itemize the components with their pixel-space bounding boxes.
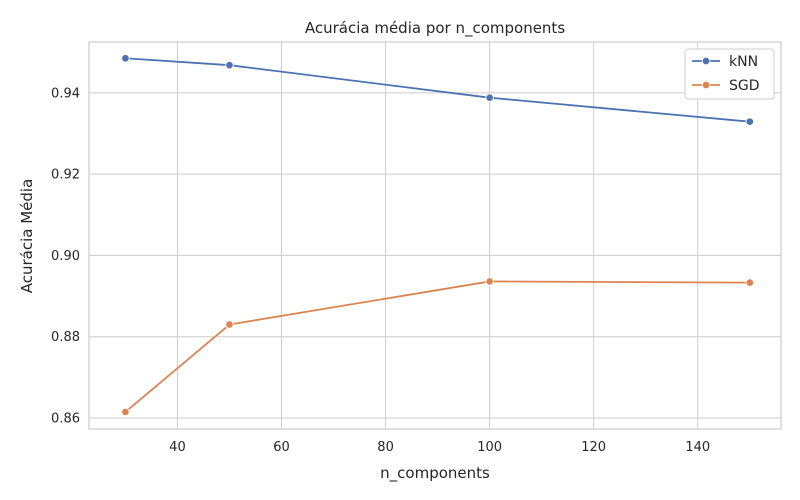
legend-swatch-marker (701, 80, 711, 90)
chart-title: Acurácia média por n_components (305, 19, 565, 38)
y-tick-label: 0.86 (51, 412, 80, 427)
x-axis-label: n_components (380, 464, 490, 483)
data-point-sgd (121, 407, 130, 417)
grid-lines (89, 42, 781, 429)
data-point-knn (121, 54, 130, 63)
x-tick-label: 100 (477, 440, 502, 455)
y-axis-label: Acurácia Média (18, 179, 36, 294)
series-knn (121, 54, 755, 126)
x-tick-label: 80 (377, 440, 394, 455)
legend-label: kNN (729, 54, 758, 70)
x-tick-label: 60 (273, 440, 290, 455)
data-point-knn (745, 117, 755, 126)
x-tick-label: 40 (169, 440, 186, 455)
x-tick-label: 140 (685, 440, 710, 455)
legend-item-sgd: SGD (692, 78, 760, 94)
x-axis-ticks: 40 60 80 100 120 140 (169, 440, 710, 455)
legend-item-knn: kNN (692, 54, 758, 70)
x-tick-label: 120 (581, 440, 606, 455)
series-line-knn (125, 57, 750, 123)
y-tick-label: 0.90 (51, 249, 80, 264)
legend-label: SGD (729, 78, 760, 94)
data-point-knn (485, 93, 494, 102)
data-point-sgd (225, 320, 234, 329)
y-tick-label: 0.92 (51, 168, 80, 183)
legend-swatch-marker (701, 56, 711, 66)
data-point-knn (225, 60, 234, 70)
plot-frame (88, 41, 782, 430)
y-tick-label: 0.88 (51, 330, 80, 345)
y-axis-ticks: 0.86 0.88 0.90 0.92 0.94 (51, 86, 80, 426)
y-tick-label: 0.94 (51, 86, 80, 101)
series-sgd (121, 277, 755, 417)
series-lines (121, 54, 755, 417)
data-point-sgd (745, 278, 755, 287)
series-line-sgd (124, 280, 750, 413)
legend: kNN SGD (684, 48, 775, 100)
data-point-sgd (485, 277, 494, 286)
